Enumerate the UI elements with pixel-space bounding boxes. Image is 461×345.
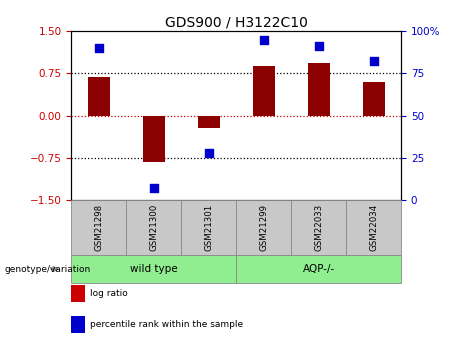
Bar	[198, 116, 220, 128]
Bar	[346, 200, 401, 255]
Bar	[71, 200, 126, 255]
Point	[150, 186, 158, 191]
Text: GSM21300: GSM21300	[149, 204, 159, 251]
Bar	[236, 200, 291, 255]
Bar	[307, 63, 330, 116]
Text: GSM21299: GSM21299	[259, 204, 268, 251]
Bar	[71, 255, 236, 283]
Title: GDS900 / H3122C10: GDS900 / H3122C10	[165, 16, 307, 30]
Text: GSM22033: GSM22033	[314, 204, 323, 251]
Text: GSM22034: GSM22034	[369, 204, 378, 251]
Point	[260, 37, 267, 42]
Point	[95, 45, 103, 51]
Bar	[181, 200, 236, 255]
Text: log ratio: log ratio	[90, 289, 128, 298]
Bar	[126, 200, 181, 255]
Text: AQP-/-: AQP-/-	[302, 264, 335, 274]
Bar	[236, 255, 401, 283]
Bar	[143, 116, 165, 162]
Point	[315, 43, 322, 49]
Text: GSM21301: GSM21301	[204, 204, 213, 251]
Bar	[88, 77, 110, 116]
Text: percentile rank within the sample: percentile rank within the sample	[90, 320, 243, 329]
Point	[205, 150, 213, 156]
Bar	[253, 66, 275, 116]
Text: wild type: wild type	[130, 264, 177, 274]
Text: genotype/variation: genotype/variation	[5, 265, 91, 274]
Bar	[291, 200, 346, 255]
Text: GSM21298: GSM21298	[95, 204, 103, 251]
Point	[370, 59, 377, 64]
Bar	[363, 82, 384, 116]
